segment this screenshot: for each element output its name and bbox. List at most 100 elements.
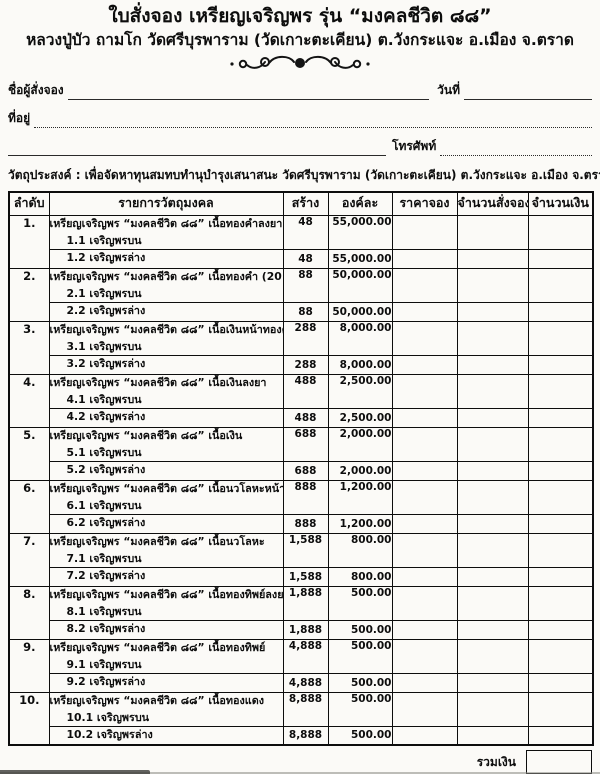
item-sub-bottom: 1.2 เจริญพรล่าง [66,251,146,265]
item-title: เหรียญเจริญพร “มงคลชีวิต ๘๘” เนื้อทองทิพ… [49,640,266,654]
item-index-cell: 7. [8,533,50,587]
made-count-cell: 4,888 [282,672,329,693]
table-row: 8. เหรียญเจริญพร “มงคลชีวิต ๘๘” เนื้อทอง… [8,585,594,640]
item-title: เหรียญเจริญพร “มงคลชีวิต ๘๘” เนื้อเงินหน… [49,323,283,337]
table-row: 4.2 เจริญพรล่าง 488 2,500.00 [9,408,594,429]
table-row: 4. เหรียญเจริญพร “มงคลชีวิต ๘๘” เนื้อเงิ… [8,374,594,429]
order-qty-cell [456,533,529,568]
made-count-cell: 1,888 [282,585,329,621]
table-row: 7.2 เจริญพรล่าง 1,588 800.00 [9,566,594,587]
amount-cell [527,355,594,376]
unit-price-cell: 8,000.00 [327,355,393,376]
table-row: 9.2 เจริญพรล่าง 4,888 500.00 [9,672,594,693]
col-header-unit-price: องค์ละ [327,191,393,217]
order-qty-cell [456,725,529,746]
phone-row: โทรศัพท์ [8,137,592,156]
item-cell: เหรียญเจริญพร “มงคลชีวิต ๘๘” เนื้อทองคำล… [48,215,284,251]
item-sub-bottom: 3.2 เจริญพรล่าง [66,357,146,371]
item-cell: 6.2 เจริญพรล่าง [48,514,284,535]
amount-cell [527,408,594,429]
table-row: 5. เหรียญเจริญพร “มงคลชีวิต ๘๘” เนื้อเงิ… [8,427,594,482]
item-cell: เหรียญเจริญพร “มงคลชีวิต ๘๘” เนื้อทองแดง… [48,691,284,727]
amount-cell [527,321,594,357]
address-row: ที่อยู่ [8,109,592,128]
order-qty-cell [456,619,529,640]
floral-scroll-divider-icon [230,55,370,69]
unit-price-cell: 1,200.00 [327,480,393,516]
order-qty-cell [456,268,529,304]
item-index-cell: 1. [8,215,50,270]
unit-price-cell: 500.00 [327,672,393,693]
reserve-price-cell [391,321,458,357]
made-count-cell: 48 [282,249,329,270]
amount-cell [527,215,594,251]
total-amount-box [526,750,592,774]
unit-price-cell: 8,000.00 [327,321,393,357]
item-sub-bottom: 10.2 เจริญพรล่าง [66,727,153,741]
reserve-price-cell [391,427,458,463]
address-label: ที่อยู่ [8,110,31,125]
reserve-price-cell [391,585,458,621]
table-row: 1.2 เจริญพรล่าง 48 55,000.00 [9,249,594,270]
amount-cell [527,619,594,640]
col-header-item: รายการวัตถุมงคล [48,191,284,217]
item-cell: เหรียญเจริญพร “มงคลชีวิต ๘๘” เนื้อทองทิพ… [48,638,284,674]
amount-cell [527,585,594,621]
reserve-price-cell [391,408,458,429]
orderer-name-blank-line [67,85,430,100]
phone-blank-line [440,141,592,156]
reserve-price-cell [391,725,458,746]
reserve-price-cell [391,374,458,410]
table-row: 10.2 เจริญพรล่าง 8,888 500.00 [9,725,594,746]
col-header-reserve-price: ราคาจอง [391,191,458,217]
item-index-cell: 9. [8,638,50,693]
order-qty-cell [456,461,529,482]
unit-price-cell: 2,000.00 [327,461,393,482]
orderer-fields: ชื่อผู้สั่งจอง วันที่ ที่อยู่ โทรศัพท์ [8,81,592,156]
date-blank-line [464,85,592,100]
table-row: 9. เหรียญเจริญพร “มงคลชีวิต ๘๘” เนื้อทอง… [8,638,594,693]
table-row: 6. เหรียญเจริญพร “มงคลชีวิต ๘๘” เนื้อนวโ… [8,480,594,535]
order-qty-cell [456,566,529,587]
item-sub-bottom: 4.2 เจริญพรล่าง [66,410,146,424]
item-sub-bottom: 6.2 เจริญพรล่าง [66,516,146,530]
col-header-made: สร้าง [282,191,329,217]
made-count-cell: 288 [282,321,329,357]
name-date-row: ชื่อผู้สั่งจอง วันที่ [8,81,592,100]
table-row: 5.2 เจริญพรล่าง 688 2,000.00 [9,461,594,482]
order-qty-cell [456,215,529,251]
made-count-cell: 688 [282,427,329,463]
amount-cell [527,691,594,727]
ornament-divider [8,54,592,72]
item-sub-bottom: 8.2 เจริญพรล่าง [66,621,146,635]
col-header-order-qty: จำนวนสั่งจอง [456,191,529,217]
amount-cell [527,374,594,410]
order-qty-cell [456,321,529,357]
item-sub-top: 9.1 เจริญพรบน [66,657,142,671]
table-row: 2.2 เจริญพรล่าง 88 50,000.00 [9,302,594,323]
item-title: เหรียญเจริญพร “มงคลชีวิต ๘๘” เนื้อทองแดง [49,693,264,707]
unit-price-cell: 500.00 [327,585,393,621]
made-count-cell: 1,588 [282,566,329,587]
item-title: เหรียญเจริญพร “มงคลชีวิต ๘๘” เนื้อเงินลง… [49,376,267,390]
amount-cell [527,302,594,323]
col-header-index: ลำดับ [8,191,50,217]
item-sub-top: 7.1 เจริญพรบน [66,551,142,565]
made-count-cell: 488 [282,408,329,429]
page-subtitle: หลวงปู่บัว ถามโก วัดศรีบุรพาราม (วัดเกาะ… [26,30,574,49]
reserve-price-cell [391,268,458,304]
reserve-price-cell [391,355,458,376]
unit-price-cell: 500.00 [327,691,393,727]
unit-price-cell: 55,000.00 [327,249,393,270]
item-sub-bottom: 7.2 เจริญพรล่าง [66,568,146,582]
item-sub-bottom: 5.2 เจริญพรล่าง [66,463,146,477]
item-title: เหรียญเจริญพร “มงคลชีวิต ๘๘” เนื้อทองทิพ… [49,587,283,601]
item-sub-bottom: 2.2 เจริญพรล่าง [66,304,146,318]
made-count-cell: 688 [282,461,329,482]
order-table: ลำดับ รายการวัตถุมงคล สร้าง องค์ละ ราคาจ… [8,190,594,747]
item-title: เหรียญเจริญพร “มงคลชีวิต ๘๘” เนื้อเงิน [49,429,243,443]
table-row: 2. เหรียญเจริญพร “มงคลชีวิต ๘๘” เนื้อทอง… [8,268,594,323]
order-qty-cell [456,585,529,621]
made-count-cell: 1,888 [282,619,329,640]
unit-price-cell: 800.00 [327,533,393,568]
